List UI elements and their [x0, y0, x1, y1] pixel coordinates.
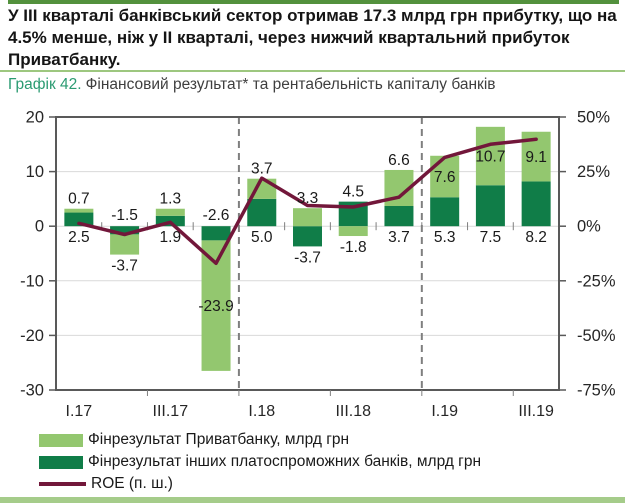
legend-label: ROE (п. ш.): [91, 475, 173, 492]
other-banks-series-swatch: [39, 455, 83, 469]
svg-text:III.17: III.17: [153, 403, 189, 420]
legend-item-roe: ROE (п. ш.): [39, 473, 621, 495]
report-headline: У III кварталі банківський сектор отрима…: [8, 6, 617, 69]
svg-text:-1.8: -1.8: [340, 239, 367, 256]
svg-text:I.18: I.18: [248, 403, 275, 420]
svg-text:2.5: 2.5: [68, 229, 90, 246]
svg-text:7.6: 7.6: [434, 169, 456, 186]
top-green-rule: [8, 0, 619, 4]
chart-title: Графік 42. Фінансовий результат* та рента…: [8, 76, 621, 94]
svg-text:-25%: -25%: [577, 272, 616, 290]
svg-text:6.6: 6.6: [388, 152, 410, 169]
svg-text:3.7: 3.7: [251, 161, 273, 178]
svg-text:0: 0: [35, 218, 44, 236]
bottom-green-rule: [0, 497, 625, 503]
svg-text:III.19: III.19: [518, 403, 554, 420]
chart-legend: Фінрезультат Приватбанку, млрд грн Фінре…: [39, 429, 621, 495]
svg-text:-3.7: -3.7: [111, 258, 138, 275]
svg-text:-3.7: -3.7: [294, 249, 321, 266]
svg-text:0.7: 0.7: [68, 191, 90, 208]
svg-text:I.17: I.17: [66, 403, 93, 420]
svg-text:III.18: III.18: [335, 403, 371, 420]
section-divider: [0, 70, 625, 72]
svg-text:8.2: 8.2: [525, 229, 547, 246]
svg-text:-50%: -50%: [577, 327, 616, 345]
svg-text:-1.5: -1.5: [111, 207, 138, 224]
svg-text:-20: -20: [20, 327, 44, 345]
svg-text:10: 10: [26, 163, 44, 181]
svg-text:0%: 0%: [577, 218, 601, 236]
svg-text:-10: -10: [20, 272, 44, 290]
svg-text:5.3: 5.3: [434, 229, 456, 246]
privatbank-series-swatch: [39, 433, 83, 447]
svg-text:I.19: I.19: [431, 403, 458, 420]
svg-text:9.1: 9.1: [525, 149, 547, 166]
chart-number-label: Графік 42.: [8, 76, 82, 93]
svg-text:7.5: 7.5: [480, 229, 502, 246]
svg-text:3.3: 3.3: [297, 190, 319, 207]
chart-title-text: Фінансовий результат* та рентабельність …: [85, 76, 496, 93]
svg-text:10.7: 10.7: [475, 149, 505, 166]
legend-label: Фінрезультат інших платоспроможних банкі…: [88, 453, 482, 470]
svg-text:1.9: 1.9: [160, 229, 182, 246]
svg-text:1.3: 1.3: [160, 191, 182, 208]
svg-text:-23.9: -23.9: [198, 298, 233, 315]
legend-label: Фінрезультат Приватбанку, млрд грн: [88, 431, 350, 448]
svg-text:3.7: 3.7: [388, 229, 410, 246]
svg-text:4.5: 4.5: [342, 184, 364, 201]
svg-text:25%: 25%: [577, 163, 610, 181]
svg-text:5.0: 5.0: [251, 229, 273, 246]
legend-item-other-banks: Фінрезультат інших платоспроможних банкі…: [39, 451, 621, 473]
svg-text:-30: -30: [20, 382, 44, 400]
svg-text:50%: 50%: [577, 110, 610, 127]
financial-result-roe-chart: 20 10 0 -10 -20 -30 50% 25% 0% -25% -50% -75% I.17 II…: [20, 110, 616, 420]
svg-text:20: 20: [26, 110, 44, 127]
legend-item-privatbank: Фінрезультат Приватбанку, млрд грн: [39, 429, 621, 451]
roe-series-swatch: [39, 482, 86, 486]
svg-text:-75%: -75%: [577, 382, 616, 400]
svg-text:-2.6: -2.6: [203, 207, 230, 224]
